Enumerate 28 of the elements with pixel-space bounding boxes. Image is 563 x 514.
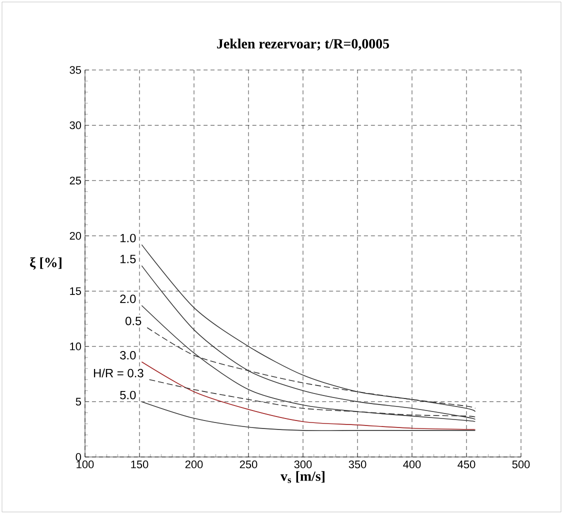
x-tick-label: 400 [403,460,421,468]
x-tick-label: 450 [458,460,476,468]
y-tick-label: 35 [70,66,82,74]
series-label: 3.0 [120,351,136,360]
x-tick-label: 250 [240,460,258,468]
series-label: 1.0 [120,234,136,242]
series-label: 5.0 [120,390,136,400]
y-tick-label: 20 [70,232,82,240]
x-tick-label: 500 [512,460,530,468]
x-axis-title: v$_{s}$ [m/s] [280,471,324,484]
y-tick-label: 30 [70,121,82,130]
y-tick-label: 15 [70,287,82,295]
x-tick-label: 300 [294,460,312,468]
x-tick-label: 200 [185,460,203,468]
series-label: H/R = 0.3 [94,368,144,378]
series-label: 1.5 [120,254,136,264]
y-tick-label: 10 [70,342,82,350]
y-tick-label: 5 [76,398,82,406]
series-label: 0.5 [126,316,142,326]
y-tick-label: 0 [76,453,82,461]
series-label: 2.0 [120,294,136,304]
x-tick-label: 350 [348,460,366,468]
chart-title: Jeklen rezervoar; t/R=0,0005 [217,38,390,50]
y-axis-title: ξ [%] [30,257,62,270]
x-tick-label: 150 [131,460,148,468]
x-tick-label: 100 [76,460,94,468]
y-tick-label: 25 [70,176,82,184]
line-series [141,401,476,432]
